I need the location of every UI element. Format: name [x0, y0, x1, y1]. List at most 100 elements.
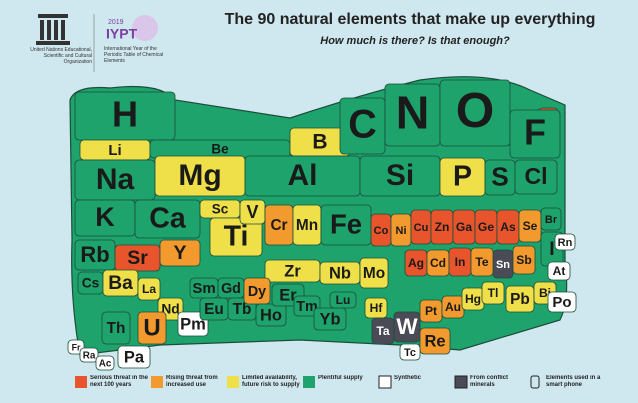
element-symbol: Hf [370, 301, 384, 315]
logo-base [36, 41, 70, 45]
element-symbol: As [500, 220, 516, 234]
element-symbol: Nb [329, 264, 351, 282]
legend-text-wrap: From conflict minerals [470, 375, 528, 402]
element-symbol: Lu [336, 293, 351, 307]
unesco-text: United Nations Educational, Scientific a… [20, 47, 92, 65]
element-symbol: Cs [82, 276, 100, 291]
logo-column [61, 20, 65, 40]
legend-label: Limited availability, future risk to sup… [242, 375, 300, 389]
element-symbol: Si [386, 159, 414, 192]
element-symbol: Fe [330, 208, 362, 239]
element-symbol: Zr [284, 262, 301, 280]
element-symbol: Hg [465, 292, 481, 306]
logo-column [40, 20, 44, 40]
iypt-text: International Year of the Periodic Table… [104, 46, 164, 64]
element-symbol: Au [445, 300, 461, 314]
element-symbol: Co [374, 225, 389, 237]
legend-label: Plentiful supply [318, 375, 376, 382]
legend-label: From conflict minerals [470, 375, 528, 389]
element-symbol: Sn [496, 259, 510, 271]
element-symbol: Ba [108, 273, 133, 294]
element-symbol: B [312, 131, 327, 154]
element-symbol: In [455, 255, 466, 269]
element-symbol: Ni [396, 225, 407, 237]
element-symbol: Cl [524, 163, 547, 189]
element-symbol: Sr [127, 247, 148, 269]
element-symbol: Yb [319, 310, 340, 328]
logo-column [54, 20, 58, 40]
element-symbol: Te [475, 255, 488, 269]
element-symbol: F [524, 112, 546, 153]
legend-text-wrap: Plentiful supply [318, 375, 376, 402]
logo-roof [38, 14, 68, 18]
element-symbol: N [396, 86, 430, 138]
element-symbol: Rn [558, 237, 573, 249]
element-symbol: Na [96, 163, 135, 196]
element-symbol: Be [211, 142, 229, 157]
element-symbol: Ta [376, 324, 389, 338]
element-symbol: O [456, 83, 495, 138]
element-symbol: Po [552, 294, 571, 311]
element-symbol: Th [107, 320, 126, 337]
element-symbol: Cr [270, 217, 287, 234]
element-symbol: Sm [192, 280, 215, 297]
element-symbol: Cu [414, 222, 429, 234]
element-symbol: Zn [435, 220, 450, 234]
legend-text-wrap: Rising threat from increased use [166, 375, 224, 402]
element-symbol: Al [288, 159, 318, 192]
element-symbol: Se [523, 219, 538, 233]
infographic: United Nations Educational, Scientific a… [0, 0, 638, 403]
element-symbol: Dy [248, 284, 266, 300]
element-symbol: Li [108, 142, 121, 159]
element-symbol: Ac [99, 359, 112, 370]
element-symbol: K [95, 202, 115, 232]
legend-text-wrap: Elements used in a smart phone [546, 375, 604, 402]
logo-column [47, 20, 51, 40]
element-symbol: Ra [83, 351, 96, 362]
element-symbol: U [143, 314, 160, 341]
element-symbol: Fr [72, 342, 81, 352]
element-symbol: Ag [408, 256, 424, 270]
element-symbol: Cd [430, 256, 446, 270]
element-symbol: H [112, 94, 138, 135]
element-symbol: Gd [221, 281, 241, 297]
element-symbol: Ge [478, 220, 494, 234]
legend-label: Serious threat in the next 100 years [90, 375, 148, 389]
element-symbol: At [553, 264, 566, 278]
iypt-text-wrap: International Year of the Periodic Table… [104, 46, 164, 76]
legend-swatch [227, 376, 239, 388]
element-symbol: Re [424, 332, 445, 350]
legend-label: Elements used in a smart phone [546, 375, 604, 389]
title: The 90 natural elements that make up eve… [225, 11, 596, 28]
element-symbol: Eu [204, 301, 224, 318]
legend-swatch [151, 376, 163, 388]
element-symbol: W [396, 314, 418, 339]
legend-label: Synthetic [394, 375, 452, 382]
element-symbol: Ga [456, 220, 472, 234]
element-symbol: Y [173, 242, 186, 264]
element-symbol: Mg [178, 159, 221, 192]
iypt-logo: 2019 IYPT International Year of the Peri… [104, 15, 164, 76]
element-symbol: Sc [212, 202, 229, 217]
element-symbol: Ca [149, 203, 187, 235]
element-symbol: Pt [425, 304, 437, 318]
page: United Nations Educational, Scientific a… [0, 0, 638, 403]
legend-swatch [303, 376, 315, 388]
element-symbol: La [142, 282, 156, 296]
element-symbol: Ho [260, 306, 282, 324]
legend: Serious threat in the next 100 years Risi… [75, 375, 604, 402]
unesco-text-wrap: United Nations Educational, Scientific a… [20, 47, 92, 77]
element-symbol: Ti [224, 221, 249, 253]
legend-swatch [531, 376, 539, 388]
subtitle: How much is there? Is that enough? [320, 35, 510, 47]
iypt-name: IYPT [106, 26, 138, 42]
element-symbol: Pb [510, 291, 530, 308]
element-symbol: Sb [516, 253, 531, 267]
legend-text-wrap: Serious threat in the next 100 years [90, 375, 148, 402]
legend-swatch [75, 376, 87, 388]
element-symbol: P [453, 161, 472, 193]
unesco-logo: United Nations Educational, Scientific a… [20, 14, 94, 77]
element-symbol: Mn [296, 217, 318, 234]
element-symbol: Br [545, 214, 558, 226]
element-symbol: I [549, 238, 554, 260]
